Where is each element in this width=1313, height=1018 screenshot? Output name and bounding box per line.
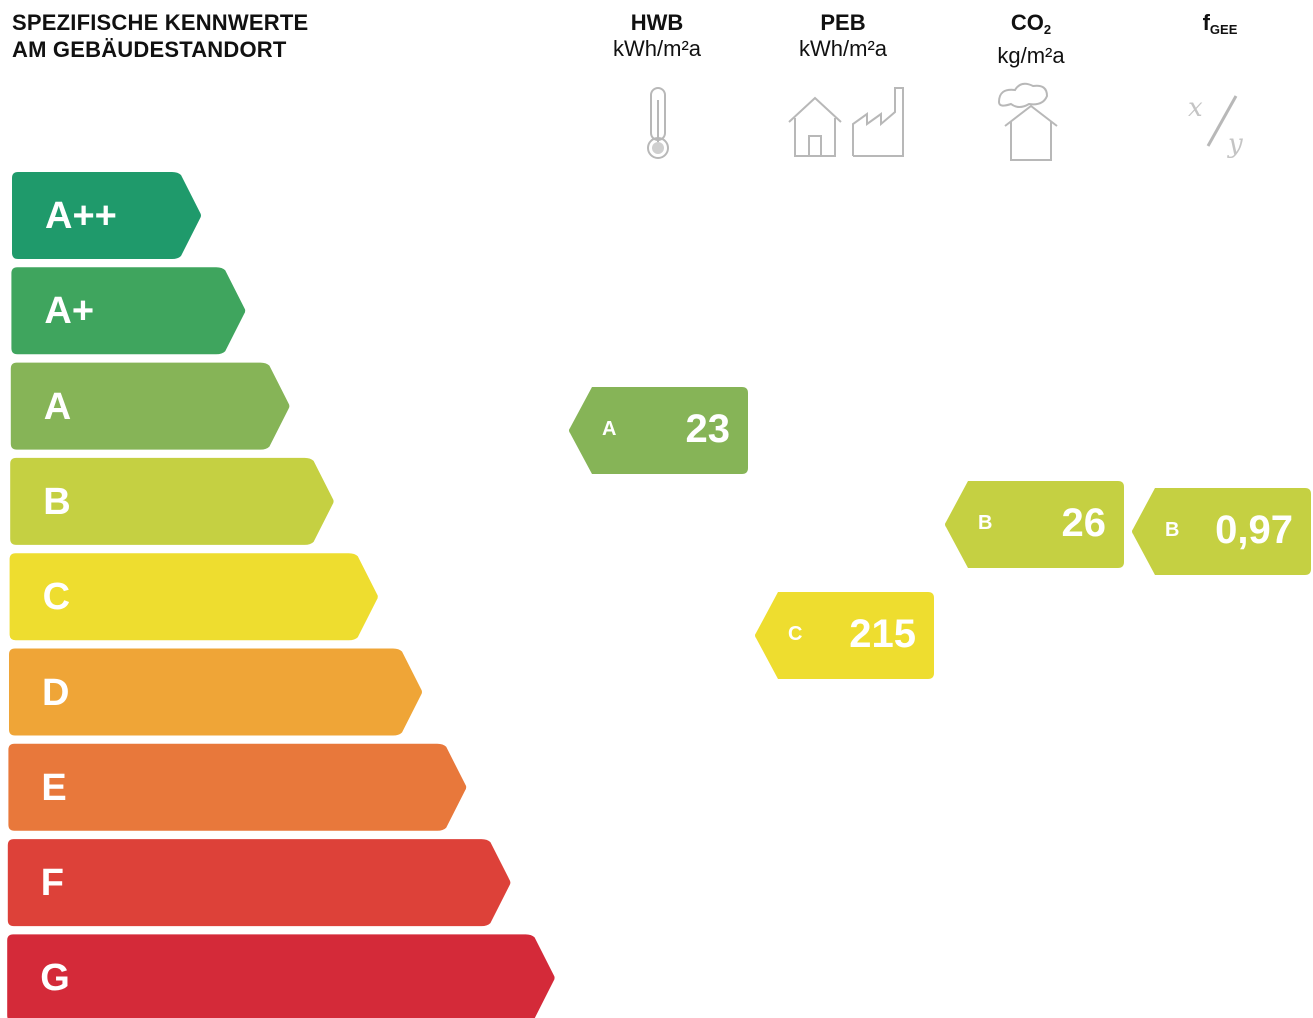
class-bar-aplusplus	[12, 172, 201, 259]
marker-class-label: C	[788, 623, 803, 645]
class-label: D	[42, 671, 70, 714]
column-header-co2: CO2 kg/m²a	[951, 10, 1111, 69]
column-name: HWB	[630, 10, 684, 35]
house-factory-icon	[763, 80, 923, 170]
column-header-peb: PEB kWh/m²a	[763, 10, 923, 62]
house-cloud-icon	[951, 80, 1111, 170]
marker-shape	[1132, 488, 1311, 575]
marker-shape	[569, 387, 748, 474]
rating-marker-co2: B 26	[944, 481, 1124, 568]
svg-text:x: x	[1188, 93, 1203, 123]
column-header-hwb: HWB kWh/m²a	[577, 10, 737, 62]
column-unit: kWh/m²a	[613, 36, 701, 61]
marker-shape	[755, 592, 934, 679]
marker-value: 215	[849, 612, 916, 656]
class-bar-d	[9, 648, 422, 736]
class-bar-c	[9, 553, 378, 641]
column-name: CO2	[1010, 10, 1052, 37]
class-label: B	[43, 480, 71, 523]
class-label: E	[41, 766, 67, 809]
column-name: fGEE	[1202, 10, 1238, 37]
column-header-fgee: fGEE	[1140, 10, 1300, 43]
marker-shape	[945, 481, 1124, 568]
svg-text:y: y	[1227, 129, 1243, 159]
class-label: C	[42, 576, 71, 619]
column-unit: kg/m²a	[997, 43, 1065, 68]
class-bar-b	[10, 457, 334, 545]
title-line-2: AM GEBÄUDESTANDORT	[12, 37, 287, 62]
rating-marker-hwb: A 23	[568, 387, 748, 474]
class-label: A	[43, 385, 72, 428]
class-label: F	[40, 862, 65, 905]
marker-class-label: B	[978, 512, 993, 534]
rating-marker-peb: C 215	[754, 592, 934, 679]
column-name: PEB	[820, 10, 866, 35]
marker-value: 0,97	[1215, 508, 1293, 552]
title-line-1: SPEZIFISCHE KENNWERTE	[12, 10, 309, 35]
class-bar-aplus	[11, 267, 246, 355]
marker-value: 26	[1061, 501, 1107, 545]
marker-class-label: A	[602, 418, 617, 440]
rating-marker-fgee: B 0,97	[1131, 488, 1311, 575]
marker-value: 23	[685, 407, 731, 451]
page-title: SPEZIFISCHE KENNWERTE AM GEBÄUDESTANDORT	[12, 9, 308, 63]
class-label: A+	[44, 290, 95, 333]
class-label: G	[40, 957, 70, 1000]
fraction-icon: x y	[1140, 80, 1300, 170]
class-bar-a	[10, 362, 290, 450]
class-bar-f	[7, 839, 511, 927]
thermometer-icon	[577, 80, 737, 170]
class-bar-e	[8, 743, 467, 831]
marker-class-label: B	[1165, 519, 1180, 541]
column-unit: kWh/m²a	[799, 36, 887, 61]
class-label: A++	[45, 195, 117, 237]
class-bar-g	[7, 934, 555, 1018]
